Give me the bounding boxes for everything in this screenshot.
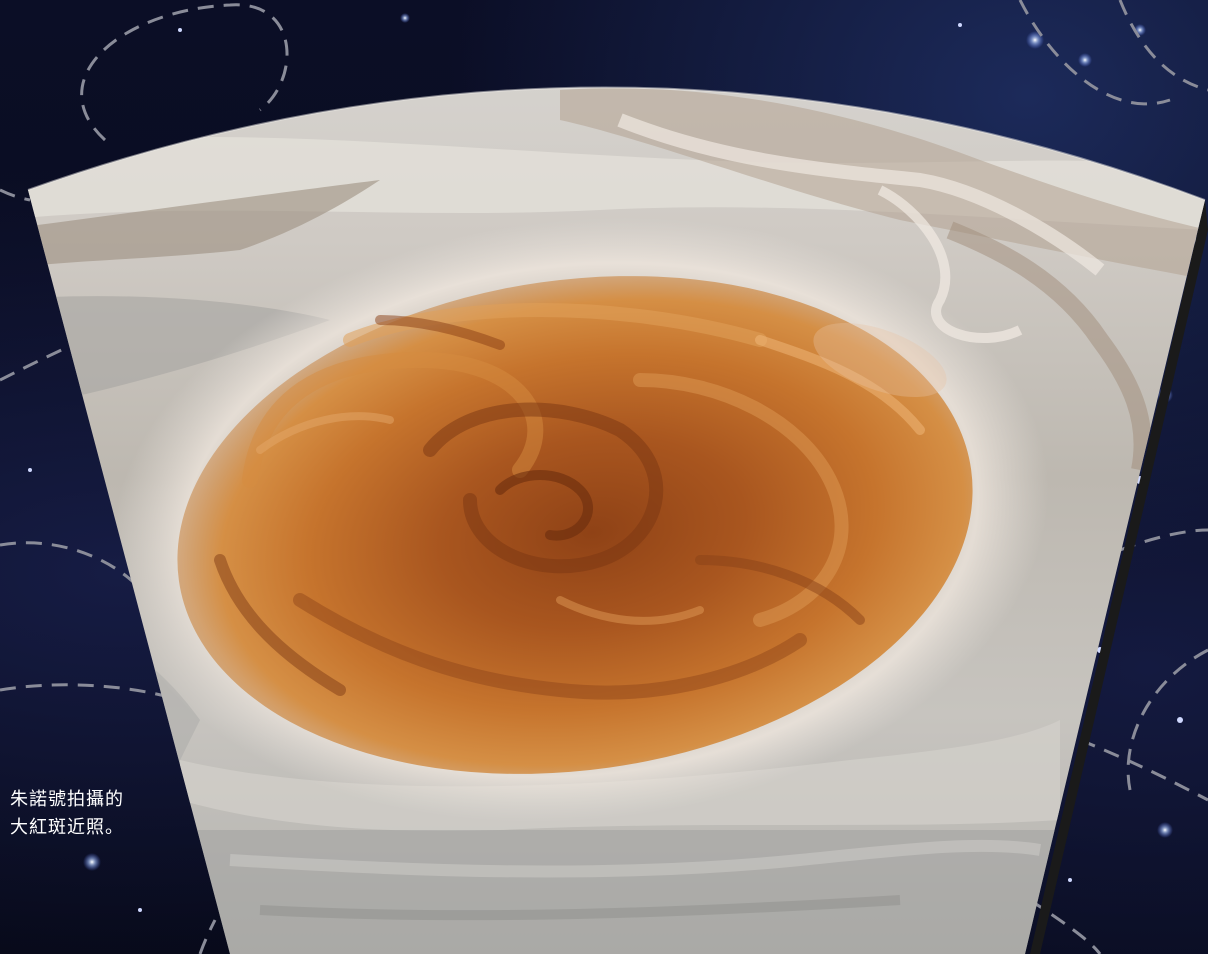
- caption-line-2: 大紅斑近照。: [10, 817, 124, 838]
- photo-caption: 朱諾號拍攝的 大紅斑近照。: [10, 786, 180, 842]
- caption-line-1: 朱諾號拍攝的: [10, 789, 124, 810]
- photo-edge-shadow: [1030, 200, 1208, 954]
